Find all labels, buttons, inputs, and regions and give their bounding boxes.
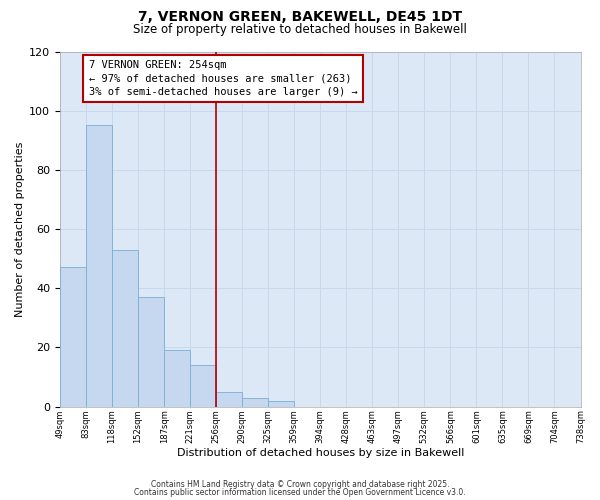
Bar [268,400,294,406]
Bar [86,126,112,406]
Bar [112,250,138,406]
Text: Size of property relative to detached houses in Bakewell: Size of property relative to detached ho… [133,22,467,36]
Bar [216,392,242,406]
Text: Contains public sector information licensed under the Open Government Licence v3: Contains public sector information licen… [134,488,466,497]
Bar [60,268,86,406]
Bar [164,350,190,406]
Text: 7 VERNON GREEN: 254sqm
← 97% of detached houses are smaller (263)
3% of semi-det: 7 VERNON GREEN: 254sqm ← 97% of detached… [89,60,358,97]
Bar [190,365,216,406]
Text: Contains HM Land Registry data © Crown copyright and database right 2025.: Contains HM Land Registry data © Crown c… [151,480,449,489]
Bar [138,297,164,406]
X-axis label: Distribution of detached houses by size in Bakewell: Distribution of detached houses by size … [176,448,464,458]
Y-axis label: Number of detached properties: Number of detached properties [15,142,25,316]
Text: 7, VERNON GREEN, BAKEWELL, DE45 1DT: 7, VERNON GREEN, BAKEWELL, DE45 1DT [138,10,462,24]
Bar [242,398,268,406]
